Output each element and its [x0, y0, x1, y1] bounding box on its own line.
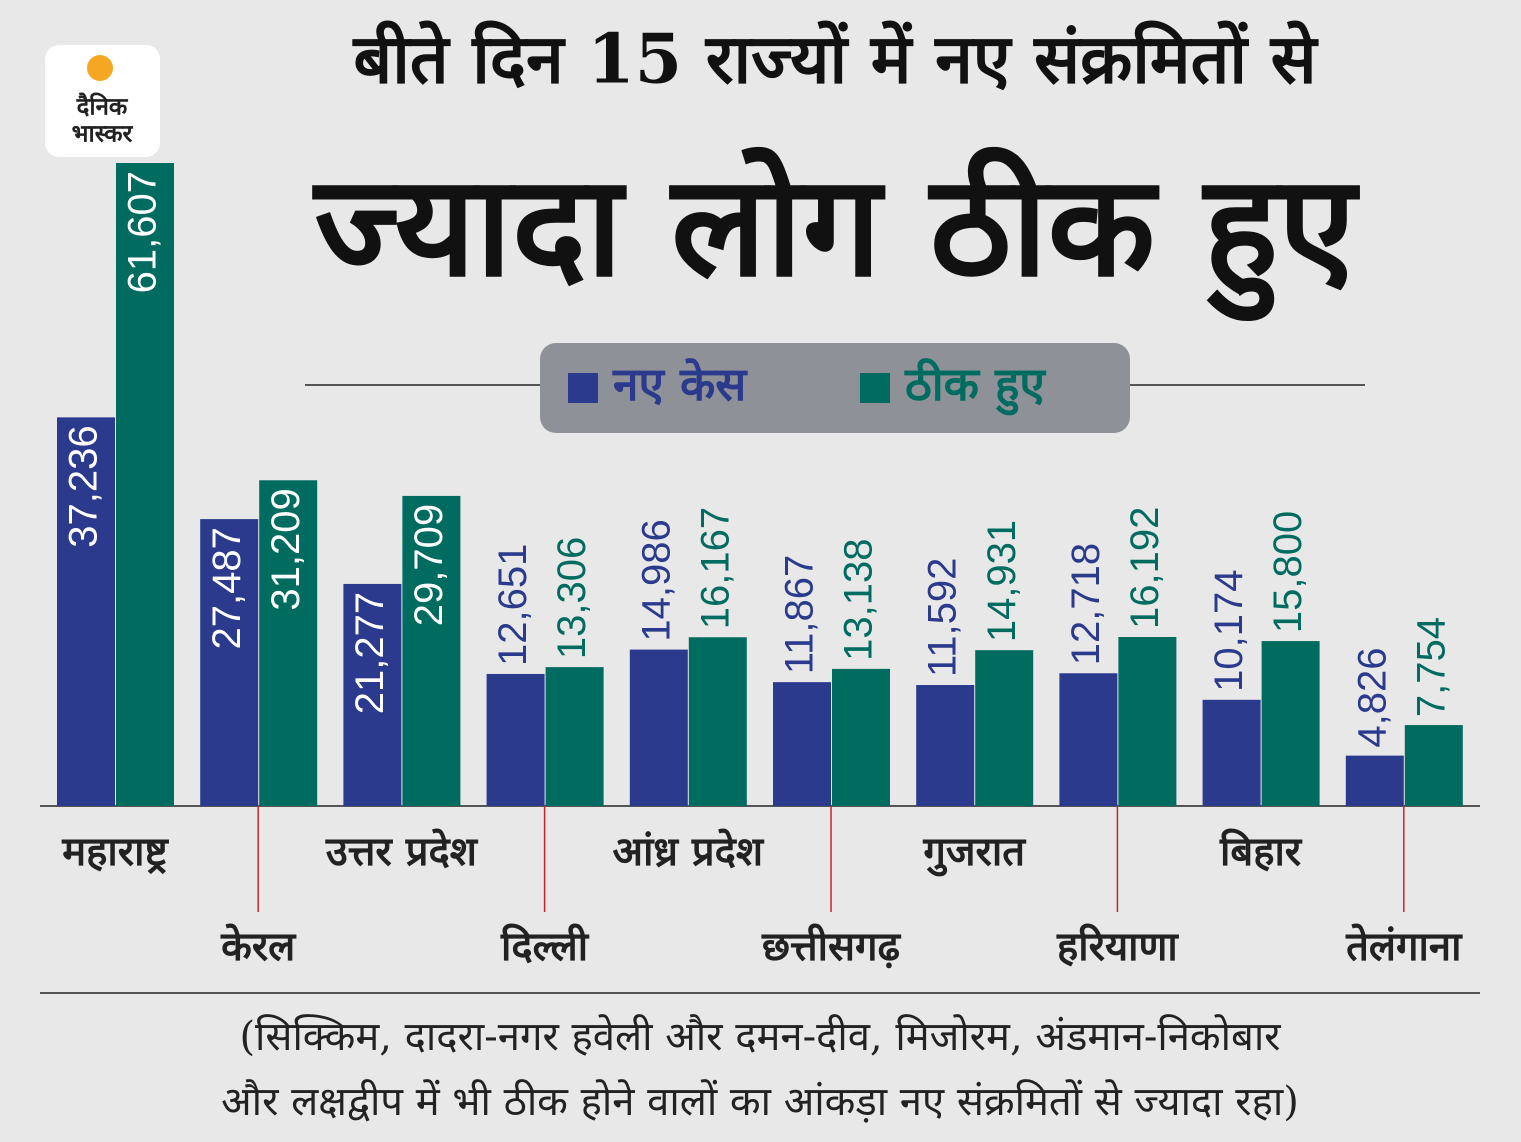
value-label: 31,209 [264, 488, 308, 610]
logo-sun [87, 55, 113, 81]
chart-title: बीते दिन 15 राज्यों में नए संक्रमितों से [351, 20, 1318, 100]
bar [1059, 673, 1118, 806]
chart-subtitle: ज्यादा लोग ठीक हुए [311, 145, 1360, 322]
x-tick-label: उत्तर प्रदेश [325, 828, 479, 875]
bar [916, 685, 975, 806]
value-label: 12,718 [1064, 543, 1108, 665]
value-label: 13,306 [550, 537, 594, 659]
bar [259, 480, 318, 806]
bar [402, 495, 461, 806]
bar [975, 650, 1034, 806]
x-tick-label: दिल्ली [500, 923, 590, 970]
bar [1118, 637, 1177, 806]
bar [116, 163, 174, 806]
value-label: 14,986 [634, 519, 678, 641]
value-label: 11,592 [921, 558, 965, 677]
x-tick-label: तेलंगाना [1345, 923, 1463, 970]
x-tick-label: बिहार [1219, 828, 1303, 875]
logo-box [45, 45, 160, 157]
note: और लक्षद्वीप में भी ठीक होने वालों का आं… [221, 1079, 1299, 1125]
x-tick-label: केरल [220, 923, 297, 970]
x-tick-label: आंध्र प्रदेश [612, 828, 764, 875]
x-tick-label: गुजरात [922, 828, 1026, 877]
legend-label: ठीक हुए [904, 357, 1046, 416]
bar [200, 519, 259, 806]
x-tick-label: महाराष्ट्र [61, 828, 169, 875]
note: (सिक्किम, दादरा-नगर हवेली और दमन-दीव, मि… [239, 1014, 1281, 1060]
logo-text: दैनिक [76, 92, 129, 121]
value-label: 4,826 [1350, 648, 1394, 748]
value-label: 16,192 [1123, 507, 1167, 629]
legend-swatch [860, 373, 890, 403]
value-label: 61,607 [121, 171, 165, 293]
bar [545, 667, 604, 806]
value-label: 7,754 [1409, 617, 1453, 717]
value-label: 27,487 [205, 527, 249, 649]
value-label: 11,867 [778, 555, 822, 674]
value-label: 10,174 [1207, 569, 1251, 691]
value-label: 21,277 [348, 592, 392, 714]
bar [1345, 755, 1404, 806]
value-label: 29,709 [407, 504, 451, 626]
value-label: 37,236 [62, 425, 106, 547]
legend-box [540, 343, 1130, 433]
bar [1261, 641, 1320, 806]
bar [773, 682, 831, 806]
bar [629, 649, 688, 806]
x-tick-label: छत्तीसगढ़ [761, 923, 902, 970]
value-label: 16,167 [693, 507, 737, 629]
value-label: 12,651 [491, 544, 535, 666]
bar [343, 583, 402, 806]
bar [832, 668, 890, 806]
x-tick-label: हरियाणा [1056, 923, 1179, 970]
value-label: 13,138 [837, 539, 881, 661]
bar [486, 673, 545, 806]
bar [1202, 699, 1261, 806]
value-label: 15,800 [1266, 511, 1310, 633]
legend-label: नए केस [612, 357, 748, 411]
bar [688, 637, 747, 806]
bar [57, 417, 115, 806]
logo-text: भास्कर [72, 119, 134, 148]
legend-swatch [568, 373, 598, 403]
value-label: 14,931 [980, 520, 1024, 642]
bar [1404, 725, 1463, 806]
